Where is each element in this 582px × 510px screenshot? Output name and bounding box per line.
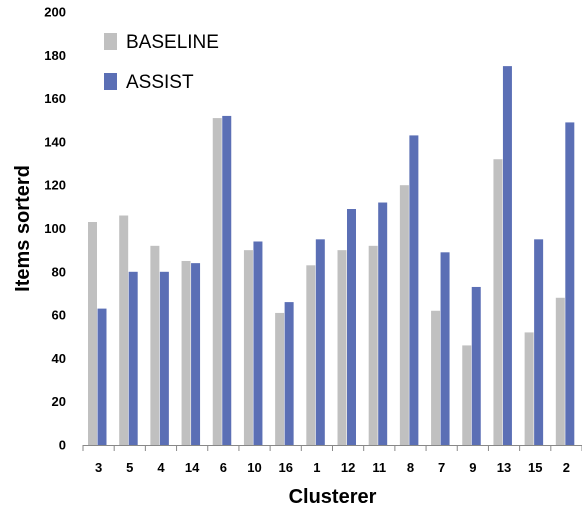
bar-baseline-1 bbox=[306, 265, 316, 445]
bar-assist-14 bbox=[191, 263, 201, 445]
x-tick-label: 3 bbox=[95, 460, 102, 475]
x-tick-label: 4 bbox=[157, 460, 165, 475]
bar-assist-13 bbox=[502, 66, 512, 445]
x-tick-label: 11 bbox=[372, 460, 386, 475]
y-tick-label: 180 bbox=[44, 48, 66, 63]
y-tick-label: 160 bbox=[44, 91, 66, 106]
y-tick-label: 80 bbox=[52, 264, 66, 279]
x-tick-label: 8 bbox=[407, 460, 414, 475]
x-tick-label: 2 bbox=[563, 460, 570, 475]
bar-baseline-5 bbox=[119, 215, 129, 445]
bar-assist-11 bbox=[378, 202, 388, 445]
bar-assist-12 bbox=[347, 209, 356, 445]
y-tick-label: 20 bbox=[52, 394, 66, 409]
x-tick-label: 5 bbox=[126, 460, 133, 475]
y-axis-ticks: 0 20 40 60 80 100 120 140 160 180 200 bbox=[44, 5, 66, 453]
bar-assist-7 bbox=[440, 252, 450, 445]
bar-assist-6 bbox=[222, 115, 232, 446]
bar-baseline-15 bbox=[524, 332, 534, 445]
bar-baseline-16 bbox=[275, 312, 285, 445]
bar-assist-16 bbox=[284, 302, 294, 445]
legend-swatch-baseline bbox=[104, 33, 117, 50]
bar-assist-3 bbox=[97, 308, 107, 445]
bar-assist-2 bbox=[565, 122, 575, 445]
bar-baseline-10 bbox=[243, 250, 253, 445]
y-tick-label: 100 bbox=[44, 221, 66, 236]
x-tick-label: 14 bbox=[185, 460, 200, 475]
bar-baseline-12 bbox=[337, 250, 347, 445]
x-axis-ticks: 3 5 4 14 6 10 16 1 12 11 8 7 9 13 15 2 bbox=[82, 445, 582, 475]
bar-baseline-4 bbox=[150, 245, 160, 445]
x-tick-label: 12 bbox=[341, 460, 355, 475]
legend: BASELINE ASSIST bbox=[104, 32, 219, 93]
bar-assist-9 bbox=[471, 286, 481, 445]
x-axis-title: Clusterer bbox=[289, 486, 377, 508]
bar-baseline-6 bbox=[212, 118, 222, 446]
legend-label-baseline: BASELINE bbox=[126, 32, 219, 53]
x-tick-label: 9 bbox=[469, 460, 476, 475]
bar-assist-15 bbox=[534, 239, 544, 445]
y-tick-label: 40 bbox=[52, 351, 66, 366]
bar-assist-1 bbox=[315, 239, 325, 445]
bar-baseline-9 bbox=[462, 345, 472, 445]
bar-baseline-14 bbox=[181, 260, 191, 445]
legend-swatch-assist bbox=[104, 73, 117, 90]
bar-assist-10 bbox=[253, 241, 263, 445]
bar-assist-4 bbox=[159, 271, 169, 445]
x-tick-label: 10 bbox=[247, 460, 261, 475]
bar-baseline-11 bbox=[368, 245, 378, 445]
bar-baseline-8 bbox=[399, 185, 409, 445]
bars-group bbox=[88, 66, 575, 446]
bar-baseline-13 bbox=[493, 159, 503, 445]
x-tick-label: 15 bbox=[528, 460, 542, 475]
x-tick-label: 1 bbox=[313, 460, 320, 475]
bar-assist-5 bbox=[128, 271, 138, 445]
x-tick-label: 16 bbox=[278, 460, 292, 475]
y-tick-label: 0 bbox=[59, 438, 66, 453]
y-tick-label: 120 bbox=[44, 178, 66, 193]
y-tick-label: 140 bbox=[44, 134, 66, 149]
y-axis-title: Items sorterd bbox=[12, 165, 34, 292]
legend-label-assist: ASSIST bbox=[126, 72, 194, 93]
x-tick-label: 13 bbox=[497, 460, 511, 475]
y-tick-label: 200 bbox=[44, 5, 66, 20]
x-tick-label: 6 bbox=[220, 460, 227, 475]
x-tick-label: 7 bbox=[438, 460, 445, 475]
bar-baseline-3 bbox=[88, 222, 97, 445]
bar-baseline-7 bbox=[431, 310, 441, 445]
bar-assist-8 bbox=[409, 135, 419, 445]
y-tick-label: 60 bbox=[52, 308, 66, 323]
bar-baseline-2 bbox=[555, 297, 565, 445]
